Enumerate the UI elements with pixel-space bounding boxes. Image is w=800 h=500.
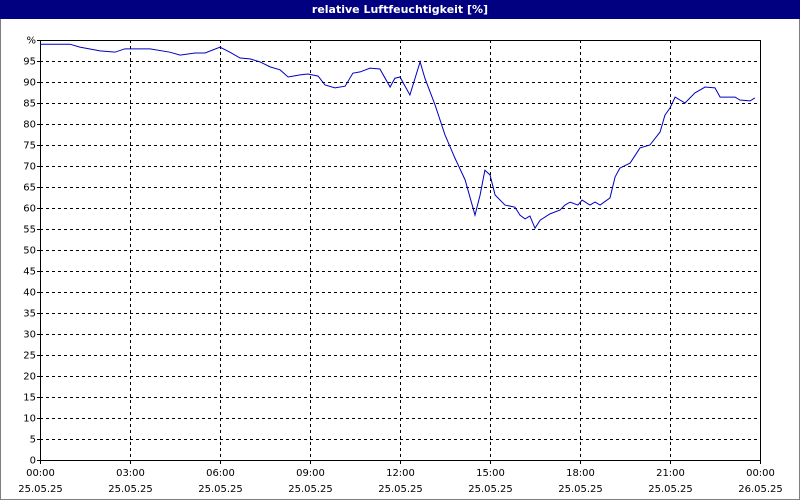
y-tick-label: 10 — [23, 414, 36, 425]
y-tick-label: 70 — [23, 162, 36, 173]
x-tick-date: 25.05.25 — [18, 484, 63, 495]
y-tick-label: 20 — [23, 372, 36, 383]
y-tick-label: 40 — [23, 288, 36, 299]
title-bar — [0, 0, 800, 19]
x-tick-label: 12:00 — [386, 468, 415, 479]
x-tick-date: 25.05.25 — [108, 484, 153, 495]
y-tick-label: 0 — [30, 456, 36, 467]
y-tick-label: 65 — [23, 183, 36, 194]
x-tick-label: 00:00 — [26, 468, 55, 479]
y-tick-label: 95 — [23, 57, 36, 68]
x-tick-date: 25.05.25 — [558, 484, 603, 495]
x-tick-label: 18:00 — [566, 468, 595, 479]
x-tick-date: 25.05.25 — [378, 484, 423, 495]
x-tick-date: 25.05.25 — [198, 484, 243, 495]
y-tick-label: 75 — [23, 141, 36, 152]
y-tick-label: 50 — [23, 246, 36, 257]
y-tick-label: 90 — [23, 78, 36, 89]
y-tick-label: 30 — [23, 330, 36, 341]
y-tick-label: 5 — [30, 435, 36, 446]
y-tick-label: 55 — [23, 225, 36, 236]
x-tick-label: 15:00 — [476, 468, 505, 479]
y-tick-label: 15 — [23, 393, 36, 404]
x-tick-date: 25.05.25 — [288, 484, 333, 495]
chart-title: relative Luftfeuchtigkeit [%] — [312, 3, 488, 16]
x-tick-label: 03:00 — [116, 468, 145, 479]
x-tick-label: 21:00 — [656, 468, 685, 479]
y-tick-label: 85 — [23, 99, 36, 110]
y-tick-label: 25 — [23, 351, 36, 362]
x-tick-label: 09:00 — [296, 468, 325, 479]
y-tick-label: 80 — [23, 120, 36, 131]
data-line — [40, 43, 756, 230]
y-tick-label: 60 — [23, 204, 36, 215]
y-tick-label: 35 — [23, 309, 36, 320]
plot-frame — [40, 40, 761, 461]
x-tick-date: 25.05.25 — [648, 484, 693, 495]
y-tick-label: 45 — [23, 267, 36, 278]
x-tick-date: 26.05.25 — [738, 484, 783, 495]
x-tick-label: 00:00 — [746, 468, 775, 479]
y-tick-label: % — [26, 36, 36, 47]
x-tick-date: 25.05.25 — [468, 484, 513, 495]
x-tick-label: 06:00 — [206, 468, 235, 479]
